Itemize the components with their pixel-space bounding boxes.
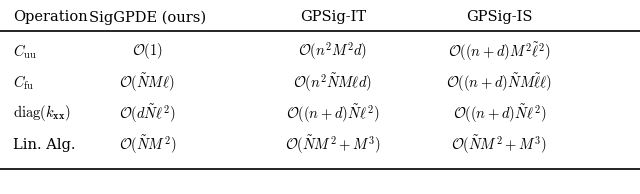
Text: $\mathcal{O}(\tilde{N}M^2 + M^3)$: $\mathcal{O}(\tilde{N}M^2 + M^3)$ (451, 133, 547, 156)
Text: $\mathcal{O}((n+d)\tilde{N}M\tilde{\ell}\ell)$: $\mathcal{O}((n+d)\tilde{N}M\tilde{\ell}… (446, 71, 552, 94)
Text: $\mathcal{O}((n+d)M^2\tilde{\ell}^2)$: $\mathcal{O}((n+d)M^2\tilde{\ell}^2)$ (448, 40, 550, 63)
Text: GPSig-IT: GPSig-IT (300, 10, 366, 24)
Text: $C_{\rm uu}$: $C_{\rm uu}$ (13, 42, 36, 61)
Text: $\rm diag(\it k_{\bf xx}\rm )$: $\rm diag(\it k_{\bf xx}\rm )$ (13, 103, 70, 124)
Text: $\mathcal{O}(1)$: $\mathcal{O}(1)$ (132, 41, 163, 61)
Text: Lin. Alg.: Lin. Alg. (13, 138, 76, 152)
Text: $C_{\rm fu}$: $C_{\rm fu}$ (13, 73, 34, 92)
Text: Operation: Operation (13, 10, 88, 24)
Text: $\mathcal{O}(n^2\tilde{N}M\ell d)$: $\mathcal{O}(n^2\tilde{N}M\ell d)$ (293, 71, 372, 94)
Text: $\mathcal{O}(\tilde{N}M^2 + M^3)$: $\mathcal{O}(\tilde{N}M^2 + M^3)$ (285, 133, 381, 156)
Text: SigGPDE (ours): SigGPDE (ours) (88, 10, 206, 25)
Text: $\mathcal{O}(\tilde{N}M^2)$: $\mathcal{O}(\tilde{N}M^2)$ (118, 133, 176, 156)
Text: $\mathcal{O}(n^2 M^2 d)$: $\mathcal{O}(n^2 M^2 d)$ (298, 41, 367, 62)
Text: $\mathcal{O}((n+d)\tilde{N}\ell^2)$: $\mathcal{O}((n+d)\tilde{N}\ell^2)$ (286, 102, 380, 125)
Text: GPSig-IS: GPSig-IS (466, 10, 532, 24)
Text: $\mathcal{O}((n+d)\tilde{N}\ell^2)$: $\mathcal{O}((n+d)\tilde{N}\ell^2)$ (452, 102, 546, 125)
Text: $\mathcal{O}(\tilde{N}M\ell)$: $\mathcal{O}(\tilde{N}M\ell)$ (120, 71, 175, 94)
Text: $\mathcal{O}(d\tilde{N}\ell^2)$: $\mathcal{O}(d\tilde{N}\ell^2)$ (119, 102, 175, 125)
